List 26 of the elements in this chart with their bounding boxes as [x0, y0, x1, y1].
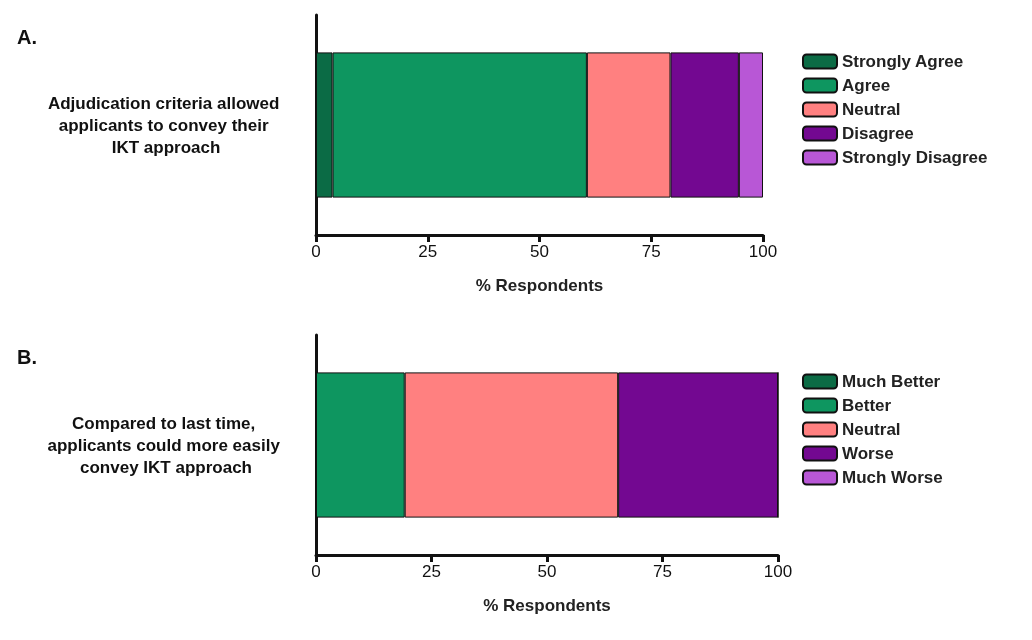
x-tick-label: 75: [641, 242, 661, 261]
legend-label: Much Worse: [842, 468, 943, 487]
legend-label: Agree: [842, 76, 891, 95]
x-axis-title: % Respondents: [483, 596, 611, 615]
legend-label: Neutral: [842, 100, 901, 119]
x-tick-label: 0: [311, 242, 321, 261]
legend-label: Much Better: [842, 372, 941, 391]
legend-label: Disagree: [842, 124, 914, 143]
x-tick-label: 0: [311, 562, 321, 581]
text: B.: [17, 346, 37, 368]
y-tick-label: Compared to last time, applicants could more easily convey IKT approach: [47, 413, 285, 477]
legend-label: Worse: [842, 444, 894, 463]
x-tick-label: 100: [748, 242, 778, 261]
x-tick-label: 100: [763, 562, 793, 581]
x-tick-label: 75: [653, 562, 672, 581]
x-tick-label: 25: [422, 562, 441, 581]
x-tick-label: 50: [537, 562, 557, 581]
legend-label: Neutral: [842, 420, 901, 439]
text: A.: [17, 26, 37, 48]
x-tick-label: 25: [418, 242, 438, 261]
legend-label: Strongly Disagree: [842, 148, 988, 167]
y-tick-label: Adjudication criteria allowed applicants to convey their IKT approach: [47, 93, 285, 157]
legend-label: Strongly Agree: [842, 52, 964, 71]
x-tick-label: 50: [530, 242, 549, 261]
x-axis-title: % Respondents: [475, 276, 604, 295]
legend-label: Better: [842, 396, 892, 415]
